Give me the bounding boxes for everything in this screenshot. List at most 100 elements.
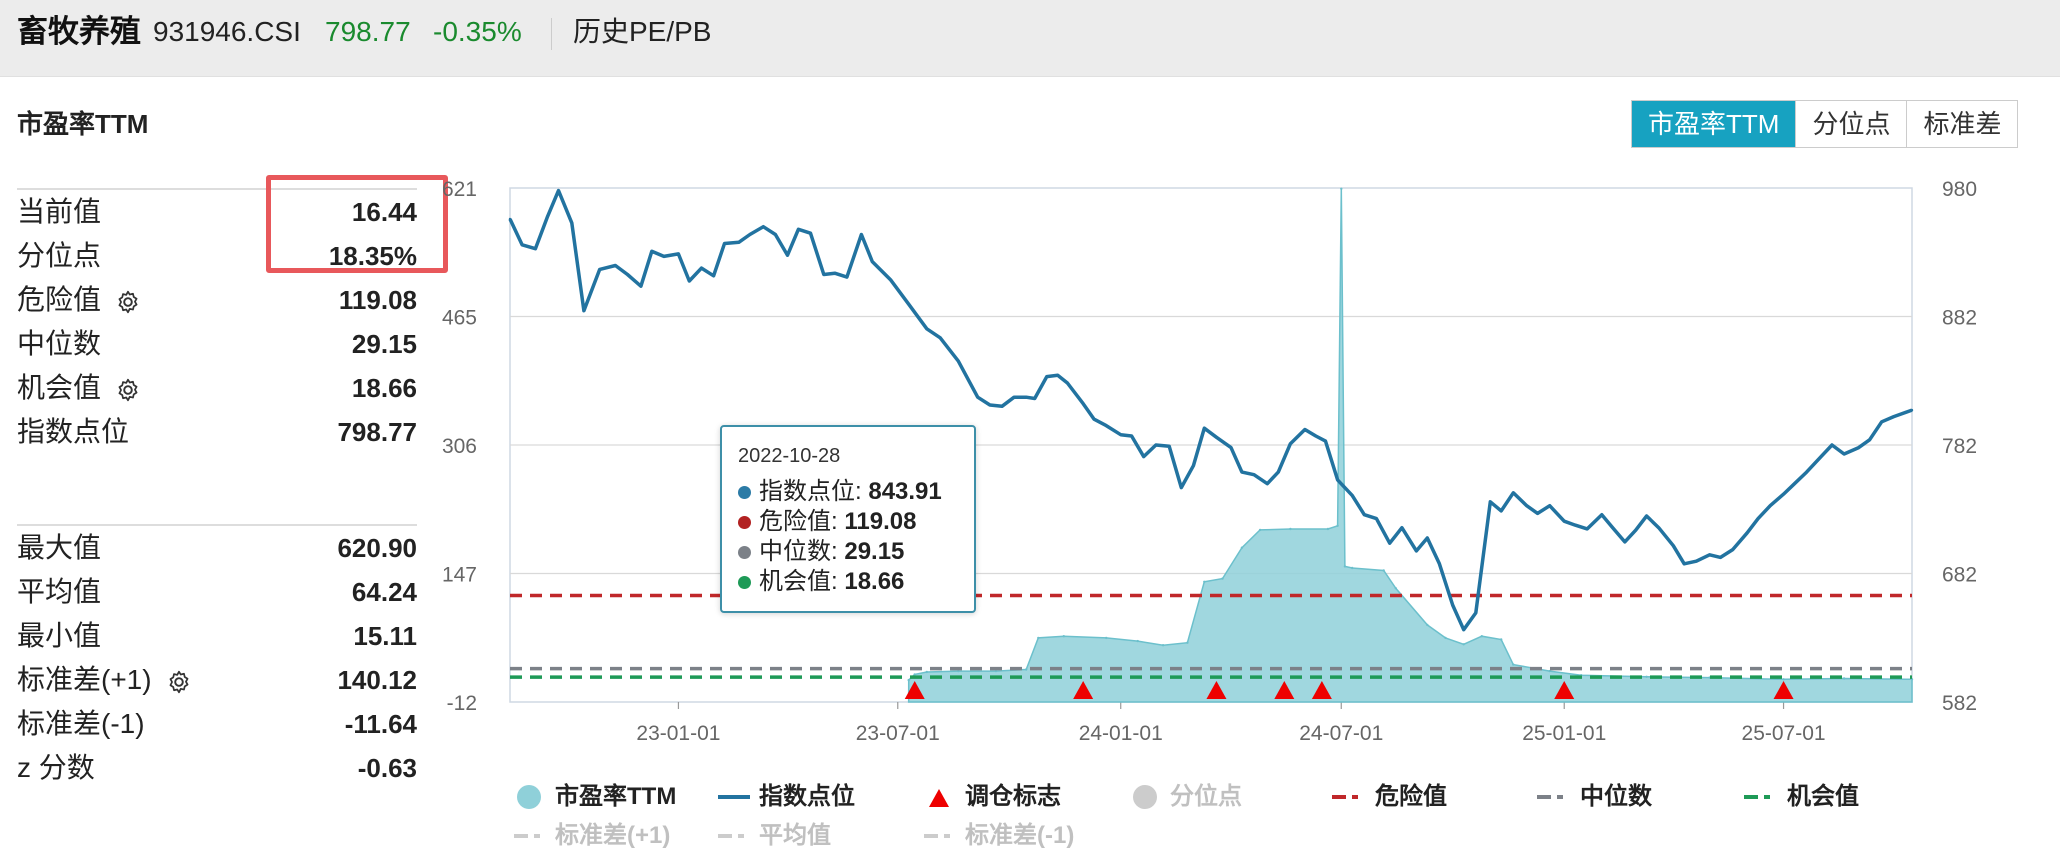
index-point (1819, 455, 1823, 458)
y-right-tick-label: 882 (1942, 307, 1977, 330)
gear-icon[interactable] (115, 289, 141, 315)
legend-index[interactable]: 指数点位 (759, 783, 855, 810)
stat-label: 当前值 (17, 196, 102, 227)
stat-label: z 分数 (17, 752, 95, 783)
y-right-tick-label: 682 (1942, 564, 1977, 587)
index-point (626, 273, 629, 276)
legend-triangle-icon (929, 789, 949, 807)
index-point (1451, 603, 1454, 607)
rebalance-marker (1073, 681, 1094, 699)
index-point (860, 233, 863, 236)
index-point (957, 359, 960, 363)
y-left-tick-label: 465 (442, 307, 477, 330)
index-point (677, 252, 680, 256)
stat-value: -11.64 (344, 709, 417, 739)
index-point (582, 309, 586, 312)
index-point (988, 403, 992, 407)
pe-ttm-point (1186, 641, 1189, 644)
tooltip-label: 指数点位 (759, 478, 855, 505)
x-tick-label: 24-01-01 (1079, 722, 1163, 745)
legend-rebalance[interactable]: 调仓标志 (965, 783, 1061, 810)
index-code: 931946.CSI (153, 16, 301, 47)
y-left-tick-label: -12 (447, 692, 477, 715)
pe-ttm-point (1512, 663, 1515, 666)
stat-value: 64.24 (351, 577, 417, 607)
pe-ttm-point (1394, 587, 1398, 590)
legend-circle-icon (517, 785, 541, 809)
tooltip-value: 18.66 (844, 568, 905, 595)
index-point (1105, 424, 1108, 427)
stats-divider-top (17, 188, 417, 190)
stat-value: -0.63 (357, 753, 417, 783)
pe-ttm-point (1343, 565, 1347, 568)
index-point (614, 264, 617, 267)
index-point (1082, 402, 1085, 405)
pe-ttm-point (1025, 668, 1028, 671)
index-point (845, 275, 849, 279)
stat-label: 标准差(-1) (17, 708, 145, 739)
index-point (662, 255, 666, 258)
index-point (1462, 628, 1465, 631)
pe-ttm-point (1203, 580, 1206, 583)
index-point (1857, 446, 1860, 449)
index-point (1645, 514, 1648, 518)
rebalance-marker (1206, 681, 1227, 699)
index-point (822, 273, 825, 276)
index-point (1600, 513, 1604, 516)
legend-pe-ttm[interactable]: 市盈率TTM (555, 783, 677, 810)
index-point (1910, 408, 1914, 412)
index-point (1489, 500, 1492, 503)
tooltip-item-danger: 危险值: 119.08 (738, 501, 916, 536)
index-point (1336, 478, 1339, 482)
legend-circle-icon (1133, 785, 1157, 809)
tab-percentile[interactable]: 分位点 (1795, 101, 1907, 147)
stat-row-median: 中位数 29.15 (17, 324, 417, 364)
legend-std-plus[interactable]: 标准差(+1) (555, 822, 671, 849)
pe-ttm-point (1351, 566, 1354, 570)
stat-value: 29.15 (351, 329, 417, 359)
index-point (723, 242, 726, 245)
tooltip-item-median: 中位数: 29.15 (738, 531, 904, 566)
tooltip-value: 843.91 (868, 478, 942, 505)
stat-row-opportunity: 机会值 18.66 (17, 368, 417, 408)
tab-std-dev[interactable]: 标准差 (1906, 101, 2018, 147)
stat-row-min: 最小值 15.11 (17, 616, 417, 656)
index-point (1634, 529, 1637, 532)
stat-value: 18.35% (328, 241, 417, 271)
rebalance-marker (904, 681, 925, 699)
index-point (797, 228, 800, 231)
pe-ttm-point (1289, 527, 1292, 531)
index-point (1012, 396, 1016, 399)
tooltip-value: 29.15 (844, 538, 905, 565)
history-pe-pb-link[interactable]: 历史PE/PB (573, 16, 712, 47)
header-bar: 畜牧养殖 931946.CSI 798.77 -0.35% 历史PE/PB (0, 0, 2060, 77)
index-point (598, 268, 601, 271)
y-right-tick-label: 782 (1942, 435, 1977, 458)
legend-danger[interactable]: 危险值 (1375, 783, 1447, 810)
tooltip-label: 危险值 (759, 508, 831, 535)
legend-percentile[interactable]: 分位点 (1170, 783, 1242, 810)
index-point (1525, 504, 1528, 507)
index-point (809, 232, 812, 235)
stat-value: 620.90 (337, 533, 417, 563)
legend-median[interactable]: 中位数 (1580, 783, 1652, 810)
legend-std-minus[interactable]: 标准差(-1) (965, 822, 1075, 849)
legend-opportunity[interactable]: 机会值 (1787, 783, 1859, 810)
index-point (1623, 540, 1627, 544)
gear-icon[interactable] (115, 377, 141, 403)
stat-value: 140.12 (337, 665, 417, 695)
pe-ttm-point (1105, 636, 1108, 640)
index-point (925, 327, 928, 330)
tab-pe-ttm[interactable]: 市盈率TTM (1632, 101, 1796, 147)
index-point (1868, 438, 1871, 441)
index-price: 798.77 (325, 16, 411, 47)
legend-mean[interactable]: 平均值 (759, 822, 831, 849)
index-point (1426, 536, 1429, 540)
pe-ttm-point (1500, 638, 1503, 641)
gear-icon[interactable] (166, 669, 192, 695)
stat-row-percentile: 分位点 18.35% (17, 236, 417, 276)
pe-ttm-point (925, 670, 928, 674)
index-point (774, 233, 777, 236)
